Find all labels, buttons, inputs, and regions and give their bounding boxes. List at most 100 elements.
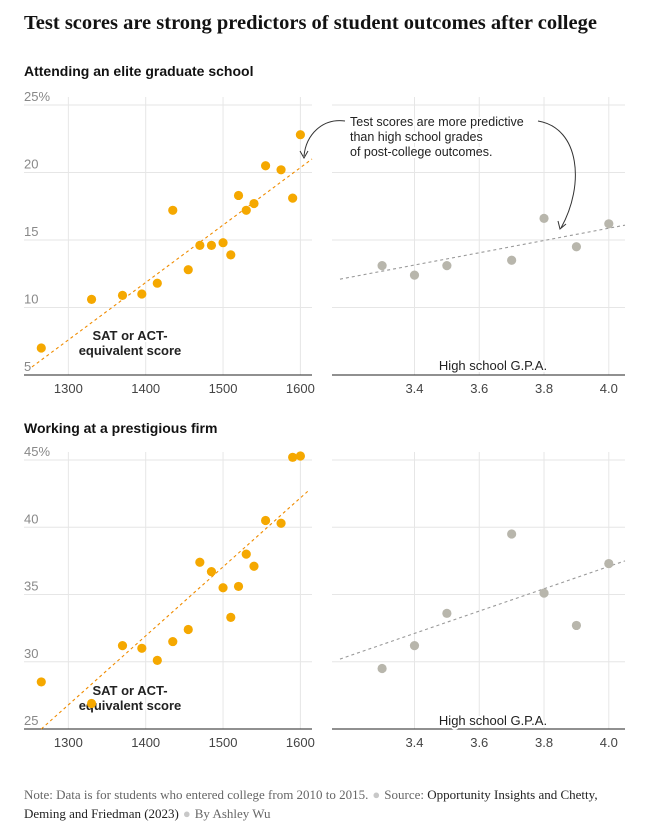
scatter-panel-1: 1300 1400 1500 1600 5 10 15 20 25% SAT or ACT-equ… [24,89,315,396]
annotation-text: Test scores are more predictive than high… [350,115,524,159]
data-point [183,265,193,275]
x-tick-label: 1300 [54,735,83,750]
data-point [377,261,387,271]
data-point [571,242,582,252]
x-tick-label: 1500 [209,381,238,396]
data-point [442,261,452,271]
data-point [604,219,614,229]
y-tick-label: 40 [24,511,38,526]
data-point [377,663,387,674]
scatter-panel-2: 3.4 3.6 3.8 4.0 High school G.P.A. Test score… [332,97,626,396]
data-point [117,290,128,300]
data-point [137,643,147,653]
x-tick-label: 1500 [209,735,238,750]
data-point [206,567,217,577]
data-point [604,558,614,569]
data-point [152,655,162,666]
data-point [86,294,97,304]
data-point [137,289,147,299]
data-point [507,255,517,265]
x-axis-label: SAT or ACT-equivalent score [79,683,182,713]
trend-line [31,158,313,368]
footer-note: Note: Data is for students who entered c… [24,785,629,823]
data-point [288,452,298,462]
x-tick-label: 3.6 [470,381,488,396]
data-point [36,343,46,353]
arrowhead-icon [557,220,567,230]
data-point [571,620,582,631]
y-tick-label: 20 [24,157,38,172]
panel-title-prestigious-firm: Working at a prestigious firm [24,420,218,436]
data-point [295,130,305,140]
data-point [226,250,236,260]
trend-line [40,489,311,730]
byline: By Ashley Wu [194,806,271,821]
x-tick-label: 1600 [286,381,315,396]
panel-title-graduate-school: Attending an elite graduate school [24,63,254,79]
data-point [195,557,205,567]
y-tick-label: 5 [24,359,31,374]
data-point [409,641,420,651]
x-tick-label: 1400 [131,735,160,750]
x-axis-label: High school G.P.A. [439,713,547,728]
x-tick-label: 4.0 [600,381,618,396]
separator-dot: ● [372,787,381,802]
data-point [206,240,217,250]
data-point [86,698,97,709]
x-axis-label: High school G.P.A. [439,358,547,373]
data-point [168,205,178,215]
y-tick-label: 30 [24,646,38,661]
data-point [241,205,251,215]
data-point [233,190,244,201]
x-tick-label: 3.6 [470,735,488,750]
annotation-arrow [537,120,576,229]
x-tick-label: 3.4 [405,381,423,396]
data-point [152,278,162,288]
data-point [539,588,549,598]
y-tick-label: 25% [24,89,50,104]
data-point [260,161,271,171]
data-point [233,581,244,592]
source-text: Opportunity Insights and Chetty, Deming … [24,787,598,821]
data-point [117,641,128,651]
data-point [442,608,452,618]
x-tick-label: 3.8 [535,381,553,396]
annotation-arrow [303,120,346,157]
data-point [218,238,228,248]
data-point [241,549,251,559]
data-point [183,624,193,635]
x-tick-label: 3.8 [535,735,553,750]
x-tick-label: 1300 [54,381,83,396]
data-point [195,240,205,250]
data-point [249,561,259,571]
x-axis-label: SAT or ACT-equivalent score [79,328,182,358]
data-point [539,213,549,223]
y-tick-label: 15 [24,224,38,239]
y-tick-label: 45% [24,444,50,459]
separator-dot: ● [182,806,191,821]
data-point [218,583,228,593]
y-tick-label: 10 [24,292,38,307]
scatter-charts: 1300 1400 1500 1600 5 10 15 20 25% SAT or ACT-equ… [24,89,626,750]
data-point [260,515,271,526]
chart-title: Test scores are strong predictors of stu… [24,12,597,34]
x-tick-label: 3.4 [405,735,423,750]
trend-line [339,560,626,660]
x-tick-label: 1400 [131,381,160,396]
data-point [295,451,305,461]
y-tick-label: 25 [24,713,38,728]
x-tick-label: 4.0 [600,735,618,750]
scatter-panel-4: 3.4 3.6 3.8 4.0 High school G.P.A. [332,452,626,750]
arrowhead-icon [299,150,309,160]
y-tick-label: 35 [24,579,38,594]
data-point [507,529,517,539]
scatter-panel-3: 1300 1400 1500 1600 25 30 35 40 45% SAT or ACT-eq… [24,444,315,750]
data-point [36,677,46,687]
data-point [226,612,236,622]
note-text: Note: Data is for students who entered c… [24,787,369,802]
trend-line [339,224,626,280]
data-point [276,518,286,528]
data-point [409,270,420,280]
data-point [276,165,286,175]
x-tick-label: 1600 [286,735,315,750]
